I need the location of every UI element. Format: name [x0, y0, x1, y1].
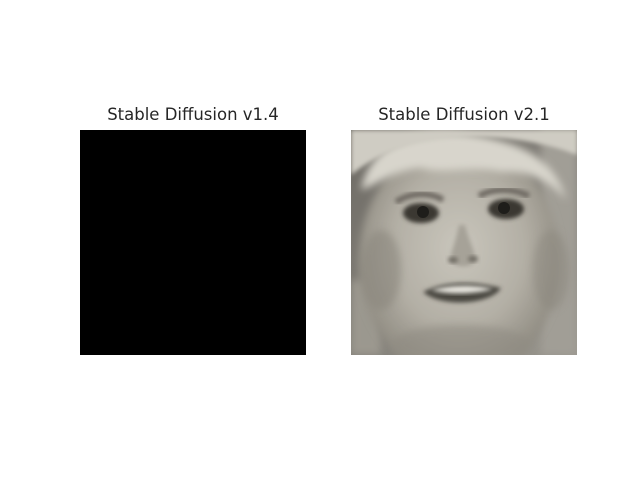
panel-title-right: Stable Diffusion v2.1 [378, 105, 550, 124]
generated-image-left [80, 130, 306, 355]
generated-image-right [351, 130, 577, 355]
panel-title-left: Stable Diffusion v1.4 [107, 105, 279, 124]
